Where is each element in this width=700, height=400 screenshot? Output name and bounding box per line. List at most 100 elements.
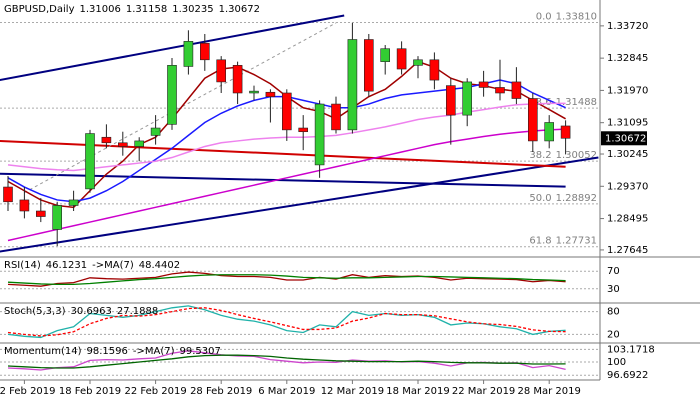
- x-tick-label: 22 Feb 2019: [124, 386, 186, 397]
- candle-body: [249, 90, 259, 94]
- fib-price: 1.30052: [556, 150, 597, 161]
- candle-body: [232, 65, 243, 94]
- fib-price: 1.31488: [556, 97, 597, 108]
- indicator-value: 99.5307: [180, 346, 221, 357]
- indicator-name: Stoch(5,3,3): [4, 306, 66, 317]
- candle-body: [478, 81, 489, 88]
- indicator-prefix: ->MA(7): [92, 260, 134, 271]
- candle-body: [52, 205, 63, 230]
- fib-level-name: 50.0: [529, 193, 551, 204]
- header-high: 1.31158: [126, 4, 167, 15]
- candle-body: [511, 81, 522, 99]
- candle-body: [314, 103, 325, 166]
- moving-average: [7, 128, 566, 242]
- indicator-header: RSI(14) 46.1231 ->MA(7) 48.4402: [4, 260, 180, 271]
- candle-body: [3, 186, 13, 203]
- y-tick-label: 1.32845: [607, 53, 648, 64]
- candle-body: [216, 59, 226, 83]
- y-tick-label: 80: [607, 307, 620, 318]
- y-tick-label: 1.30245: [607, 149, 648, 160]
- candle-body: [35, 210, 46, 217]
- candle-body: [68, 199, 79, 206]
- indicator-line: [7, 274, 566, 286]
- x-tick-label: 22 Mar 2019: [452, 386, 515, 397]
- fib-label: 38.2 1.30052: [529, 150, 597, 161]
- indicator-line: [7, 305, 566, 339]
- fib-label: 23.6 1.31488: [529, 97, 597, 108]
- indicator-name: Momentum(14): [4, 346, 82, 357]
- y-tick-label: 96.6922: [607, 370, 648, 381]
- fib-price: 1.33810: [556, 12, 597, 23]
- candle-body: [445, 85, 456, 116]
- candle-body: [396, 48, 407, 70]
- trendline: [0, 14, 345, 82]
- candle-body: [19, 199, 30, 212]
- candle-body: [495, 87, 505, 94]
- fib-price: 1.27731: [556, 236, 597, 247]
- x-tick-label: 12 Feb 2019: [0, 386, 56, 397]
- candle-body: [429, 59, 440, 81]
- candle-body: [363, 39, 374, 92]
- candle-body: [150, 127, 161, 136]
- candle-body: [183, 41, 194, 67]
- candle-body: [265, 91, 276, 97]
- symbol: GBPUSD,Daily: [4, 4, 75, 15]
- y-tick-label: 1.27645: [607, 245, 648, 256]
- fib-price: 1.28892: [556, 193, 597, 204]
- candle-body: [281, 92, 292, 131]
- fib-level-name: 61.8: [529, 236, 551, 247]
- candle-body: [544, 122, 555, 142]
- y-tick-label: 70: [607, 266, 620, 277]
- indicator-value: 30.6963: [70, 306, 111, 317]
- indicator-value: 46.1231: [46, 260, 87, 271]
- fib-level-name: 23.6: [529, 97, 551, 108]
- trendline: [24, 22, 337, 194]
- y-tick-label: 20: [607, 329, 620, 340]
- candle-body: [462, 81, 473, 116]
- fib-label: 61.8 1.27731: [529, 236, 597, 247]
- candle-body: [200, 42, 210, 61]
- indicator-prefix: ->MA(7): [133, 346, 175, 357]
- candle-body: [331, 103, 341, 131]
- fib-level-name: 38.2: [529, 150, 551, 161]
- chart-header: GBPUSD,Daily 1.31006 1.31158 1.30235 1.30672: [4, 4, 260, 15]
- indicator-line: [7, 354, 566, 369]
- plot-layer: 0.0 1.33810 23.6 1.31488 38.2 1.30052 50.0 1.28…: [0, 4, 655, 397]
- indicator-value: 98.1596: [87, 346, 128, 357]
- candle-body: [85, 133, 95, 190]
- candle-body: [347, 39, 358, 131]
- indicator-value: 27.1888: [117, 306, 158, 317]
- x-tick-label: 18 Mar 2019: [386, 386, 449, 397]
- x-tick-label: 18 Feb 2019: [59, 386, 121, 397]
- indicator-header: Stoch(5,3,3) 30.6963 27.1888: [4, 306, 158, 317]
- x-tick-label: 28 Feb 2019: [190, 386, 252, 397]
- header-low: 1.30235: [172, 4, 213, 15]
- header-close: 1.30672: [219, 4, 260, 15]
- x-tick-label: 6 Mar 2019: [258, 386, 315, 397]
- y-tick-label: 1.28495: [607, 214, 648, 225]
- fib-label: 50.0 1.28892: [529, 193, 597, 204]
- indicator-name: RSI(14): [4, 260, 41, 271]
- candle-body: [298, 127, 309, 133]
- x-tick-label: 12 Mar 2019: [321, 386, 384, 397]
- candle-body: [527, 98, 538, 142]
- candle-body: [134, 140, 144, 147]
- x-tick-label: 28 Mar 2019: [517, 386, 580, 397]
- y-tick-label: 30: [607, 284, 620, 295]
- y-tick-label: 1.33720: [607, 21, 648, 32]
- y-tick-label: 103.1718: [607, 344, 655, 355]
- current-price-label: 1.30672: [605, 133, 646, 144]
- candle-body: [101, 136, 112, 144]
- indicator-line: [7, 271, 566, 287]
- y-tick-label: 1.29370: [607, 181, 648, 192]
- candle-body: [560, 125, 571, 139]
- candle-body: [167, 65, 177, 125]
- header-open: 1.31006: [80, 4, 121, 15]
- candle-body: [118, 142, 128, 147]
- y-tick-label: 100: [607, 357, 626, 368]
- indicator-line: [7, 307, 566, 337]
- fib-label: 0.0 1.33810: [536, 12, 597, 23]
- candle-body: [380, 48, 391, 62]
